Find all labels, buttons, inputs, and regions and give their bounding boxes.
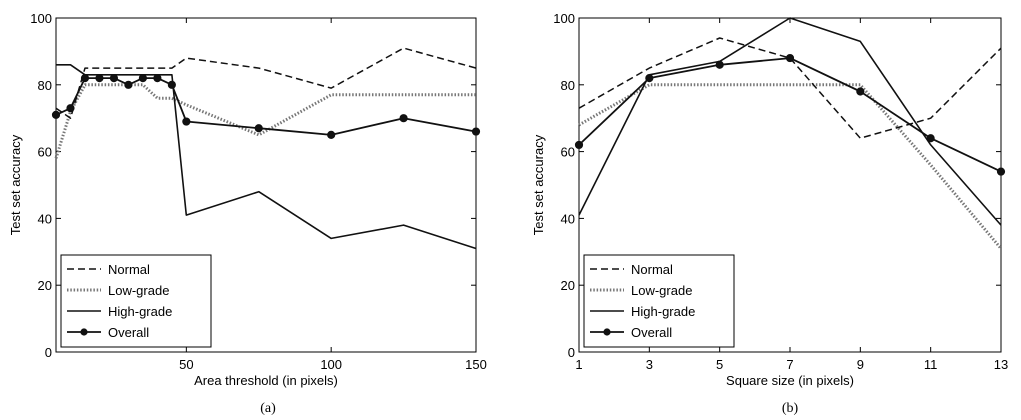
chart-a-series-overall-point: [471, 127, 481, 136]
chart-b-ytick-label: 80: [561, 78, 575, 93]
chart-a-series-overall-point: [254, 124, 263, 133]
chart-a-legend-label-high-grade: High-grade: [108, 304, 172, 319]
chart-a-ytick-label: 80: [38, 78, 52, 93]
chart-b-series-overall-point: [856, 87, 865, 96]
chart-a-series-high-grade-line: [56, 64, 477, 250]
chart-b-xtick-label: 11: [924, 357, 938, 372]
chart-b-x-axis-label: Square size (in pixels): [726, 373, 854, 388]
chart-a-xtick-label: 150: [465, 357, 487, 372]
chart-b-xtick-label: 1: [575, 357, 582, 372]
chart-a-series-overall-point: [153, 74, 162, 83]
chart-a-ytick-label: 60: [38, 145, 52, 160]
chart-b-y-axis-label: Test set accuracy: [531, 134, 546, 235]
chart-a-x-axis-label: Area threshold (in pixels): [194, 373, 338, 388]
chart-b-series-overall-point: [785, 53, 795, 63]
chart-a-series-overall-point: [138, 74, 147, 83]
chart-a-series-normal-line: [55, 47, 477, 119]
chart-b-series-overall-point: [715, 60, 724, 69]
chart-b-series-overall-line: [578, 57, 1002, 173]
chart-a-legend-marker-overall: [80, 328, 88, 336]
chart-b-xtick-label: 9: [857, 357, 864, 372]
chart-a-xtick-label: 100: [320, 357, 342, 372]
chart-a-ytick-label: 20: [38, 278, 52, 293]
chart-b-series-high-grade-line: [578, 17, 1002, 226]
chart-b-series-normal-line: [578, 37, 1002, 139]
chart-b-caption: (b): [782, 401, 799, 416]
chart-a-series-overall-point: [95, 74, 104, 83]
chart-a-legend-label-overall: Overall: [108, 325, 149, 340]
chart-b-legend-label-overall: Overall: [631, 325, 672, 340]
chart-a-legend-label-low-grade: Low-grade: [108, 283, 169, 298]
chart-b-legend-label-low-grade: Low-grade: [631, 283, 692, 298]
chart-a-series-overall-point: [327, 130, 336, 139]
chart-a-series-overall-point: [124, 80, 133, 89]
chart-a-legend-label-normal: Normal: [108, 262, 150, 277]
chart-b-series-overall-point: [996, 167, 1006, 176]
chart-b-legend-marker-overall: [603, 328, 611, 336]
chart-a-caption: (a): [260, 401, 276, 416]
chart-a-series-overall-point: [80, 74, 90, 83]
chart-b-series-overall-point: [574, 140, 584, 150]
chart-b-legend-label-high-grade: High-grade: [631, 304, 695, 319]
chart-a: 0 20 40 60 80 100 50 100 150 Area threshold (in p…: [8, 11, 487, 416]
chart-b-xtick-label: 13: [994, 357, 1008, 372]
chart-a-series-overall-line: [55, 77, 477, 136]
chart-a-series-overall-point: [51, 110, 61, 119]
chart-b-legend-label-normal: Normal: [631, 262, 673, 277]
chart-a-y-axis-label: Test set accuracy: [8, 134, 23, 235]
chart-b-ytick-label: 20: [561, 278, 575, 293]
chart-a-series-low-grade-line: [54, 83, 476, 159]
chart-b-series-overall-point: [926, 134, 935, 143]
chart-b-xtick-label: 5: [716, 357, 723, 372]
chart-a-plot-frame: [55, 17, 477, 353]
chart-a-series-overall-point: [182, 117, 191, 126]
chart-a-series-overall-point: [399, 114, 408, 123]
chart-b-xtick-label: 7: [786, 357, 793, 372]
chart-b-ytick-label: 100: [553, 11, 575, 26]
chart-b-ytick-label: 60: [561, 145, 575, 160]
chart-b-ytick-label: 40: [561, 211, 575, 226]
chart-b-ytick-label: 0: [568, 345, 575, 360]
chart-a-series-overall-point: [66, 104, 75, 113]
chart-a-ytick-label: 0: [45, 345, 52, 360]
chart-a-ytick-label: 100: [30, 11, 52, 26]
chart-b-xtick-label: 3: [646, 357, 653, 372]
chart-a-ytick-label: 40: [38, 211, 52, 226]
chart-a-legend: Normal Low-grade High-grade Overall: [60, 254, 212, 348]
chart-a-xtick-label: 50: [179, 357, 193, 372]
chart-b-legend: Normal Low-grade High-grade Overall: [583, 254, 735, 348]
chart-a-series-overall-point: [109, 74, 119, 83]
chart-b-series-overall-point: [645, 74, 654, 83]
chart-a-series-overall-point: [167, 80, 176, 89]
chart-b-series-low-grade-line: [578, 83, 1003, 250]
